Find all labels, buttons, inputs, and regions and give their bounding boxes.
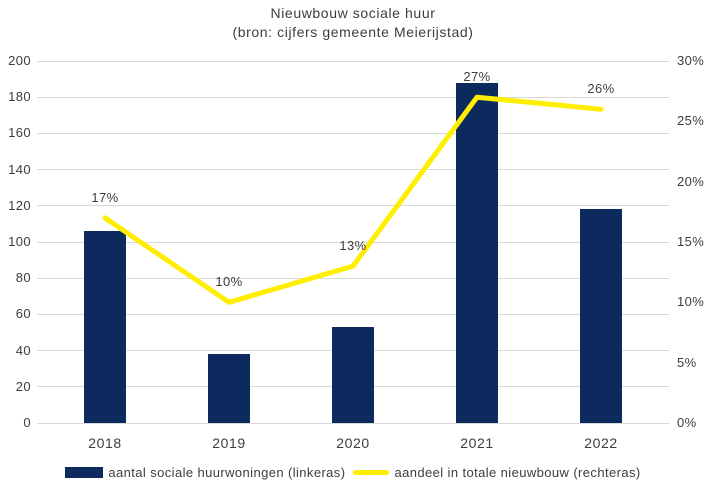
x-axis-label-2021: 2021: [460, 435, 494, 451]
x-axis-label-2019: 2019: [212, 435, 246, 451]
left-axis-tick-140: 140: [8, 161, 31, 177]
legend-line-label: aandeel in totale nieuwbouw (rechteras): [394, 465, 641, 480]
left-axis-tick-200: 200: [8, 53, 31, 68]
left-axis-tick-20: 20: [15, 378, 31, 394]
right-axis-tick-30: 30%: [677, 53, 705, 68]
left-axis-tick-60: 60: [15, 306, 31, 322]
right-axis-tick-25: 25%: [677, 113, 705, 129]
chart-title-line1: Nieuwbouw sociale huur: [270, 5, 436, 21]
line-data-label-2018: 17%: [91, 189, 119, 205]
right-axis-tick-10: 10%: [677, 294, 705, 310]
bar-2021: [456, 82, 498, 423]
legend-item-line: aandeel in totale nieuwbouw (rechteras): [353, 465, 640, 480]
x-axis-label-2018: 2018: [88, 435, 122, 451]
chart-legend: aantal sociale huurwoningen (linkeras) a…: [0, 465, 706, 480]
x-axis-label-2022: 2022: [584, 435, 618, 451]
gridline-160: [37, 132, 669, 134]
left-axis-tick-100: 100: [8, 234, 31, 249]
bar-2022: [580, 209, 622, 423]
line-data-label-2021: 27%: [463, 69, 491, 85]
gridline-140: [37, 169, 669, 171]
line-series-swatch-icon: [353, 470, 390, 475]
chart-title: Nieuwbouw sociale huur (bron: cijfers ge…: [0, 4, 706, 42]
right-axis-tick-0: 0%: [677, 415, 697, 430]
gridline-0: [37, 422, 669, 424]
bar-series-swatch-icon: [65, 467, 104, 478]
gridline-200: [37, 60, 669, 62]
bar-2018: [84, 231, 126, 423]
right-axis-tick-5: 5%: [677, 354, 697, 370]
line-data-label-2022: 26%: [587, 81, 615, 97]
left-axis-tick-160: 160: [8, 125, 31, 141]
x-axis-label-2020: 2020: [336, 435, 370, 451]
line-data-label-2020: 13%: [339, 238, 367, 254]
gridline-120: [37, 205, 669, 207]
bar-2020: [332, 327, 374, 423]
legend-bar-label: aantal sociale huurwoningen (linkeras): [108, 465, 346, 480]
chart-title-line2: (bron: cijfers gemeente Meierijstad): [232, 24, 474, 40]
left-axis-tick-120: 120: [8, 197, 31, 213]
left-axis-tick-0: 0: [23, 415, 31, 430]
right-axis-tick-15: 15%: [677, 234, 705, 249]
legend-item-bars: aantal sociale huurwoningen (linkeras): [65, 465, 345, 480]
left-axis-tick-180: 180: [8, 89, 31, 105]
bar-2019: [208, 354, 250, 423]
left-axis-tick-80: 80: [15, 270, 31, 286]
left-axis-tick-40: 40: [15, 342, 31, 358]
percentage-line-series: [102, 94, 604, 305]
gridline-180: [37, 96, 669, 98]
gridline-80: [37, 277, 669, 279]
right-axis-tick-20: 20%: [677, 173, 705, 189]
gridline-60: [37, 313, 669, 315]
line-data-label-2019: 10%: [215, 274, 243, 290]
